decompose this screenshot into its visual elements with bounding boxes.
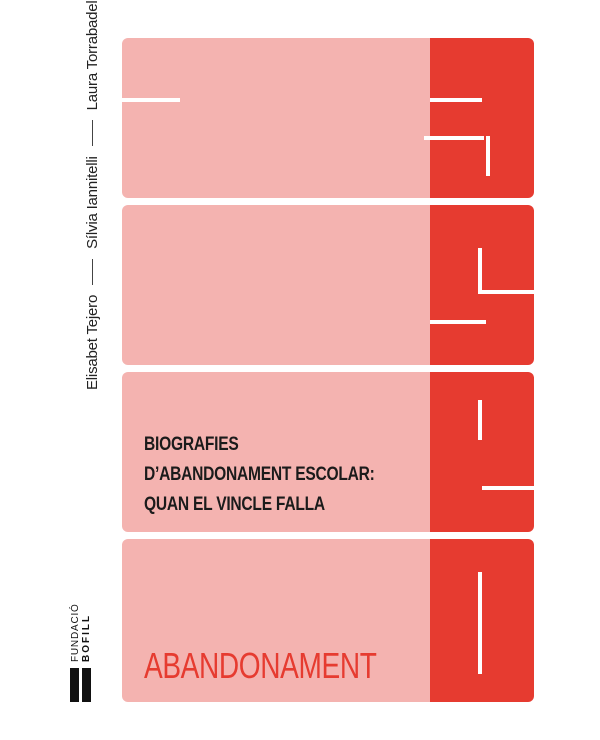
red-strip-1: [430, 38, 534, 198]
author-1: Laura Torrabadella: [84, 0, 101, 111]
line-top-left: [122, 98, 180, 102]
book-title: BIOGRAFIES D’ABANDONAMENT ESCOLAR: QUAN …: [144, 430, 425, 520]
title-line-1: BIOGRAFIES: [144, 434, 239, 455]
logo-bar: [70, 668, 79, 702]
line-r-vert: [478, 400, 482, 440]
title-line-2: D’ABANDONAMENT ESCOLAR:: [144, 464, 375, 485]
cover-panel-2: [122, 205, 430, 365]
cover-panel-3: [122, 372, 430, 532]
line-e-vert: [478, 248, 482, 292]
author-separator: [92, 258, 93, 285]
author-3: Elisabet Tejero: [84, 294, 101, 390]
logo-bar: [82, 668, 91, 702]
red-strip-4: [430, 539, 534, 702]
line-r-horiz: [482, 486, 534, 490]
logo-mark: [70, 668, 92, 702]
logo-line-1: FUNDACIÓ: [70, 603, 81, 662]
line-z-diag: [424, 136, 484, 140]
red-strip-3: [430, 372, 534, 532]
line-e-horiz: [478, 290, 534, 294]
cover-panel-4: [122, 539, 430, 702]
author-separator: [92, 120, 93, 147]
line-o-vert: [478, 572, 482, 674]
series-name: ABANDONAMENT: [144, 645, 377, 686]
logo-line-2: BOFILL: [81, 613, 92, 662]
author-2: Sílvia Iannitelli: [84, 156, 101, 249]
cover-panel-1: [122, 38, 430, 198]
red-strip-2: [430, 205, 534, 365]
line-e-low: [430, 320, 486, 324]
line-z-short: [486, 136, 490, 176]
title-line-3: QUAN EL VINCLE FALLA: [144, 494, 325, 515]
line-top-right: [430, 98, 482, 102]
fundacio-bofill-logo: FUNDACIÓ BOFILL: [70, 598, 94, 704]
